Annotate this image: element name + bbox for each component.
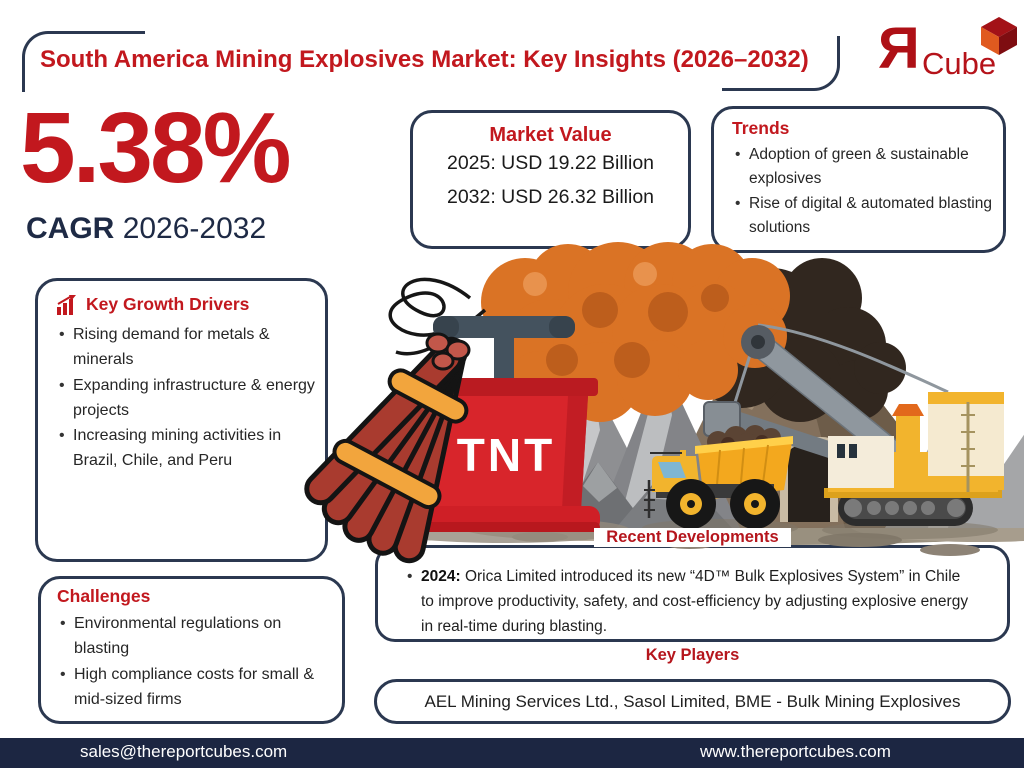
key-players-title: Key Players [375, 646, 1010, 665]
page-title: South America Mining Explosives Market: … [40, 46, 809, 73]
explosion-cloud [481, 242, 906, 422]
list-item: Rising demand for metals & minerals [56, 322, 317, 373]
cagr-label-bold: CAGR [26, 212, 115, 245]
cube-icon [981, 17, 1017, 55]
tnt-box [426, 396, 588, 510]
footer-website[interactable]: www.thereportcubes.com [700, 742, 891, 761]
list-item: Rise of digital & automated blasting sol… [732, 192, 993, 241]
key-players-card: AEL Mining Services Ltd., Sasol Limited,… [374, 679, 1011, 724]
growth-chart-icon [57, 294, 76, 315]
list-item: Expanding infrastructure & energy projec… [56, 373, 317, 424]
growth-drivers-list: Rising demand for metals & minerals Expa… [56, 322, 317, 474]
mountains [515, 328, 1024, 528]
market-value-title: Market Value [489, 124, 612, 146]
recent-developments-list: 2024: Orica Limited introduced its new “… [404, 565, 973, 639]
recent-developments-card: 2024: Orica Limited introduced its new “… [375, 545, 1010, 642]
cagr-label: CAGR 2026-2032 [26, 212, 266, 246]
recent-developments-title: Recent Developments [375, 528, 1010, 547]
challenges-title: Challenges [57, 586, 151, 606]
tnt-detonator: TNT [380, 277, 630, 543]
trends-list: Adoption of green & sustainable explosiv… [732, 143, 993, 241]
title-frame-top-left [22, 31, 145, 92]
key-players-companies: AEL Mining Services Ltd., Sasol Limited,… [424, 691, 961, 711]
list-item: Environmental regulations on blasting [57, 611, 334, 662]
growth-drivers-card: Key Growth Drivers Rising demand for met… [35, 278, 328, 562]
market-value-2025: 2025: USD 19.22 Billion [446, 152, 655, 174]
challenges-list: Environmental regulations on blasting Hi… [57, 611, 334, 712]
trends-card: Trends Adoption of green & sustainable e… [711, 106, 1006, 253]
logo-name: Cube [922, 46, 997, 81]
cagr-value: 5.38% [20, 92, 292, 204]
logo-mark: Я [878, 16, 920, 81]
title-frame-bottom-right [722, 36, 840, 91]
gravel-piles [512, 462, 732, 528]
challenges-card: Challenges Environmental regulations on … [38, 576, 345, 724]
tnt-label: TNT [457, 429, 555, 481]
mine-entrance [780, 437, 838, 522]
cagr-period: 2026-2032 [122, 212, 267, 245]
list-item: Adoption of green & sustainable explosiv… [732, 143, 993, 192]
trends-title: Trends [732, 118, 790, 138]
footer-email[interactable]: sales@thereportcubes.com [80, 742, 288, 761]
rcube-logo: Я Cube [876, 16, 1024, 92]
growth-drivers-title: Key Growth Drivers [56, 294, 317, 315]
excavator [703, 323, 1004, 539]
market-value-2032: 2032: USD 26.32 Billion [446, 185, 655, 208]
detonator-wires [388, 277, 472, 337]
list-item: 2024: Orica Limited introduced its new “… [404, 565, 973, 639]
list-item: High compliance costs for small & mid-si… [57, 662, 334, 713]
recent-development-text: Orica Limited introduced its new “4D™ Bu… [421, 568, 969, 635]
footer-bar: sales@thereportcubes.com www.thereportcu… [0, 738, 1024, 768]
dump-truck [642, 425, 798, 537]
list-item: Increasing mining activities in Brazil, … [56, 423, 317, 474]
market-value-card: Market Value 2025: USD 19.22 Billion 203… [410, 110, 691, 249]
recent-development-year: 2024: [421, 568, 461, 585]
